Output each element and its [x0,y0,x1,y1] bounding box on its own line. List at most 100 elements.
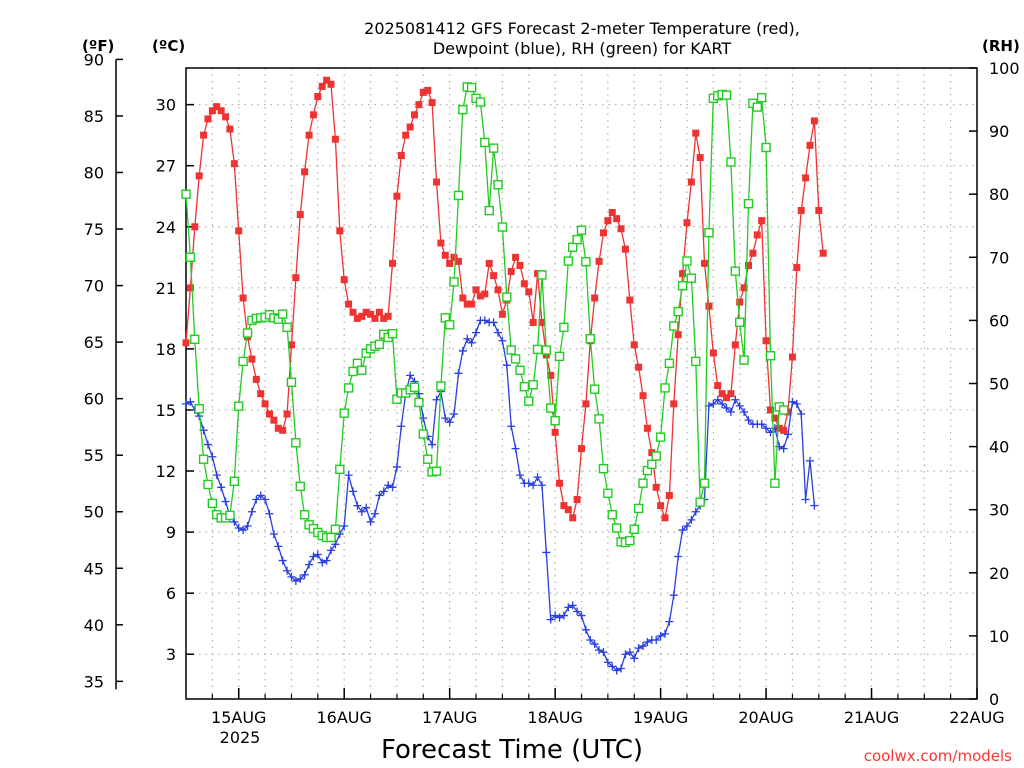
dewpoint-point [625,648,634,657]
temperature-point [450,253,458,261]
rh-point [185,252,196,263]
fahrenheit-tick-label: 50 [84,503,104,522]
rh-point [238,356,248,367]
temperature-point [766,406,774,414]
fahrenheit-tick-label: 35 [84,672,104,691]
temperature-point [454,257,462,265]
temperature-point [217,107,225,115]
rh-point [739,355,749,365]
dewpoint-point [634,644,643,653]
dewpoint-point [731,395,740,404]
dewpoint-point [660,629,669,638]
rh-point [638,478,648,488]
dewpoint-point [348,487,357,496]
data-series [181,76,827,675]
rh-point [589,384,600,394]
dewpoint-point [309,552,318,561]
dewpoint-point [375,491,384,500]
temperature-point [674,331,682,339]
dewpoint-point [353,501,362,510]
x-tick-label: 16AUG [316,708,371,727]
rh-point [348,366,358,377]
rh-point [431,466,442,476]
temperature-point [604,217,612,225]
temperature-point [182,339,190,347]
temperature-point [498,310,506,318]
rh-point [414,397,424,408]
temperature-point [358,312,366,320]
temperature-point [331,135,339,143]
rh-point [242,328,253,338]
rh-point [581,257,591,267]
dewpoint-point [397,422,406,431]
temperature-point [411,111,419,119]
temperature-point [402,131,410,139]
dewpoint-point [643,638,652,647]
rh-point [493,180,503,190]
dewpoint-point [182,399,190,408]
fahrenheit-tick-label: 40 [84,616,104,635]
dewpoint-point [498,336,507,345]
dewpoint-point [542,548,551,557]
temperature-point [744,261,752,269]
dewpoint-point [806,456,815,465]
temperature-point [617,225,625,233]
dewpoint-point [203,440,212,449]
dewpoint-point [441,414,450,423]
dewpoint-point [507,422,516,431]
dewpoint-point [551,611,560,620]
temperature-point [560,502,568,510]
dewpoint-point [529,481,538,490]
dewpoint-point [494,328,503,337]
rh-point [726,157,736,167]
dewpoint-point [722,403,731,412]
temperature-point [406,123,414,131]
dewpoint-point [283,566,292,575]
dewpoint-point [713,395,722,404]
rh-point [291,438,301,448]
series-dewpoint [182,316,819,675]
dewpoint-point [555,613,564,622]
rh-tick-label: 50 [989,375,1009,394]
celsius-tick-label: 6 [166,584,176,603]
temperature-point [384,312,392,320]
temperature-point [323,76,331,84]
dewpoint-point [269,530,278,539]
dewpoint-point [458,346,467,355]
temperature-point [749,249,757,257]
rh-point [655,432,666,442]
rh-point [343,383,354,393]
dewpoint-point [287,572,296,581]
rh-point [682,256,692,266]
dewpoint-point [810,501,819,510]
dewpoint-point [463,334,472,343]
celsius-tick-label: 9 [166,523,176,542]
dewpoint-point [186,397,195,406]
temperature-point [520,280,528,288]
rh-point [506,345,516,355]
rh-point [198,454,209,464]
rh-point [458,104,468,115]
rh-point [563,256,574,266]
fahrenheit-tick-label: 85 [84,107,104,126]
dewpoint-point [243,521,252,530]
temperature-point [595,257,603,265]
rh-point [181,189,191,199]
rh-tick-label: 10 [989,627,1009,646]
temperature-point [200,131,208,139]
dewpoint-point [327,546,336,555]
temperature-point [481,290,489,298]
rh-point [585,333,595,344]
temperature-point [248,355,256,363]
rh-point [576,225,587,235]
temperature-point [599,229,607,237]
fahrenheit-unit-label: (ºF) [82,37,114,55]
rh-point [651,451,661,461]
celsius-tick-label: 15 [156,401,176,420]
fahrenheit-tick-label: 75 [84,220,104,239]
dewpoint-point [687,515,696,524]
dewpoint-point [428,440,437,449]
dewpoint-point [291,576,300,585]
dewpoint-point [511,444,520,453]
rh-point [295,481,305,492]
